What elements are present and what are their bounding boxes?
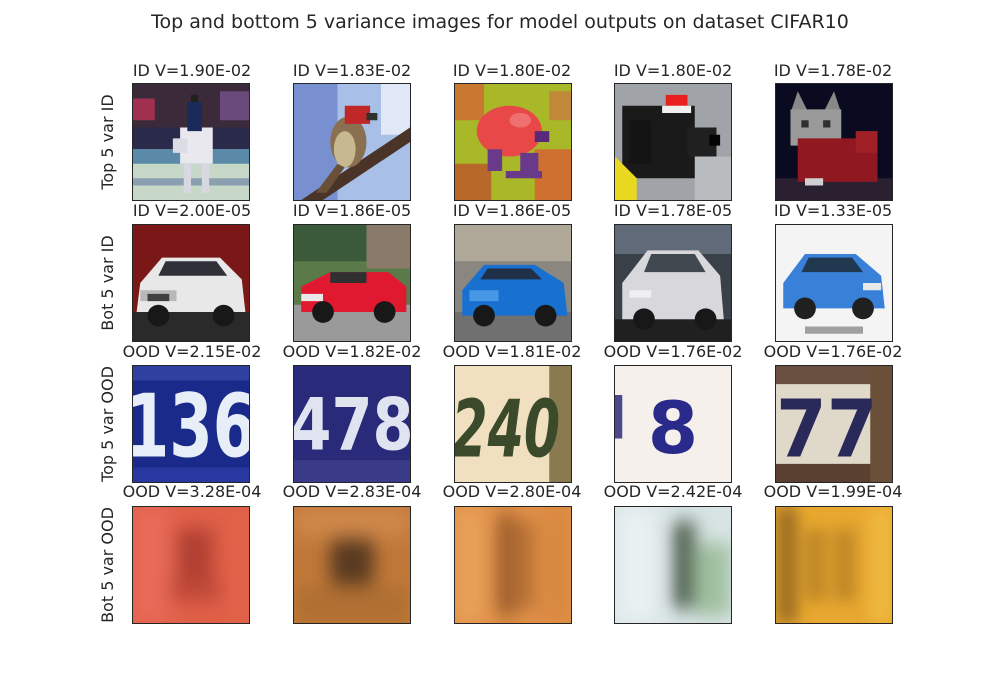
blurry-orange-digit-image xyxy=(454,506,572,624)
svg-text:478: 478 xyxy=(294,383,410,467)
blurry-red-digit-image xyxy=(132,506,250,624)
tile-title: ID V=1.86E-05 xyxy=(452,201,572,220)
horse-rider-image xyxy=(132,83,250,201)
tile-title: OOD V=1.99E-04 xyxy=(763,482,903,501)
blurry-pale-green-digit-image xyxy=(614,506,732,624)
tile-title: OOD V=2.80E-04 xyxy=(442,482,582,501)
tile-title: OOD V=1.81E-02 xyxy=(442,342,582,361)
row-label-top-ood: Top 5 var OOD xyxy=(98,366,117,482)
row-label-bottom-ood: Bot 5 var OOD xyxy=(98,507,117,623)
blurry-yellow-digit-image xyxy=(775,506,893,624)
house-number-136-image: 136 xyxy=(132,365,250,483)
blurry-brown-digit-image xyxy=(293,506,411,624)
blue-car-image xyxy=(454,224,572,342)
tile-title: ID V=1.86E-05 xyxy=(292,201,412,220)
bird-on-branch-image xyxy=(293,83,411,201)
tile-title: OOD V=1.82E-02 xyxy=(282,342,422,361)
tile-title: ID V=1.80E-02 xyxy=(452,61,572,80)
tile-title: OOD V=1.76E-02 xyxy=(763,342,903,361)
svg-text:240: 240 xyxy=(455,383,560,476)
tile-title: OOD V=3.28E-04 xyxy=(122,482,262,501)
black-dog-image xyxy=(614,83,732,201)
tile-title: OOD V=2.15E-02 xyxy=(122,342,262,361)
blue-hatchback-image xyxy=(775,224,893,342)
white-car-image xyxy=(132,224,250,342)
tile-title: ID V=1.78E-02 xyxy=(773,61,893,80)
house-number-77-image: 77 xyxy=(775,365,893,483)
svg-text:136: 136 xyxy=(133,376,249,478)
silver-car-image xyxy=(614,224,732,342)
figure-title: Top and bottom 5 variance images for mod… xyxy=(151,11,849,33)
tile-title: OOD V=2.42E-04 xyxy=(603,482,743,501)
tile-title: ID V=1.78E-05 xyxy=(613,201,733,220)
house-number-8-image: 8 xyxy=(614,365,732,483)
row-label-top-id: Top 5 var ID xyxy=(98,94,117,190)
tile-title: ID V=2.00E-05 xyxy=(132,201,252,220)
tile-title: ID V=1.80E-02 xyxy=(613,61,733,80)
house-number-240-image: 240 xyxy=(454,365,572,483)
tile-title: ID V=1.83E-02 xyxy=(292,61,412,80)
tile-title: OOD V=2.83E-04 xyxy=(282,482,422,501)
tile-title: ID V=1.90E-02 xyxy=(132,61,252,80)
tile-title: OOD V=1.76E-02 xyxy=(603,342,743,361)
svg-text:8: 8 xyxy=(648,387,698,471)
house-number-478-image: 478 xyxy=(293,365,411,483)
cat-image xyxy=(775,83,893,201)
red-frog-image xyxy=(454,83,572,201)
red-convertible-image xyxy=(293,224,411,342)
row-label-bottom-id: Bot 5 var ID xyxy=(98,235,117,331)
tile-title: ID V=1.33E-05 xyxy=(773,201,893,220)
svg-text:77: 77 xyxy=(776,383,878,476)
